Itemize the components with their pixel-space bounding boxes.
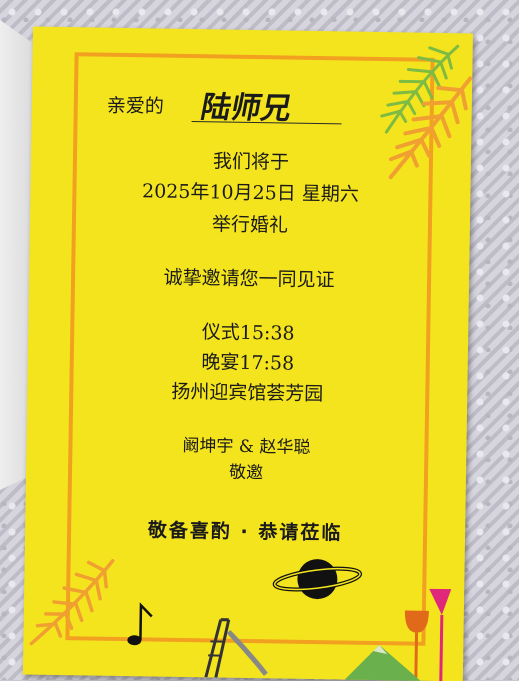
saturn-icon xyxy=(272,559,363,600)
hill-decoration xyxy=(342,645,423,681)
wedding-invitation-card: 亲爱的 陆师兄 我们将于 2025年10月25日 星期六 举行婚礼 诚挚邀请您一… xyxy=(22,26,473,681)
guest-name-handwritten: 陆师兄 xyxy=(197,90,295,127)
fern-leaves-bottom-left xyxy=(29,559,115,646)
slide-decoration xyxy=(204,618,268,678)
music-note-icon xyxy=(127,602,153,646)
wine-glasses-icon xyxy=(404,588,452,681)
fern-leaves-top-right xyxy=(380,44,473,180)
salutation: 亲爱的 xyxy=(106,94,164,118)
